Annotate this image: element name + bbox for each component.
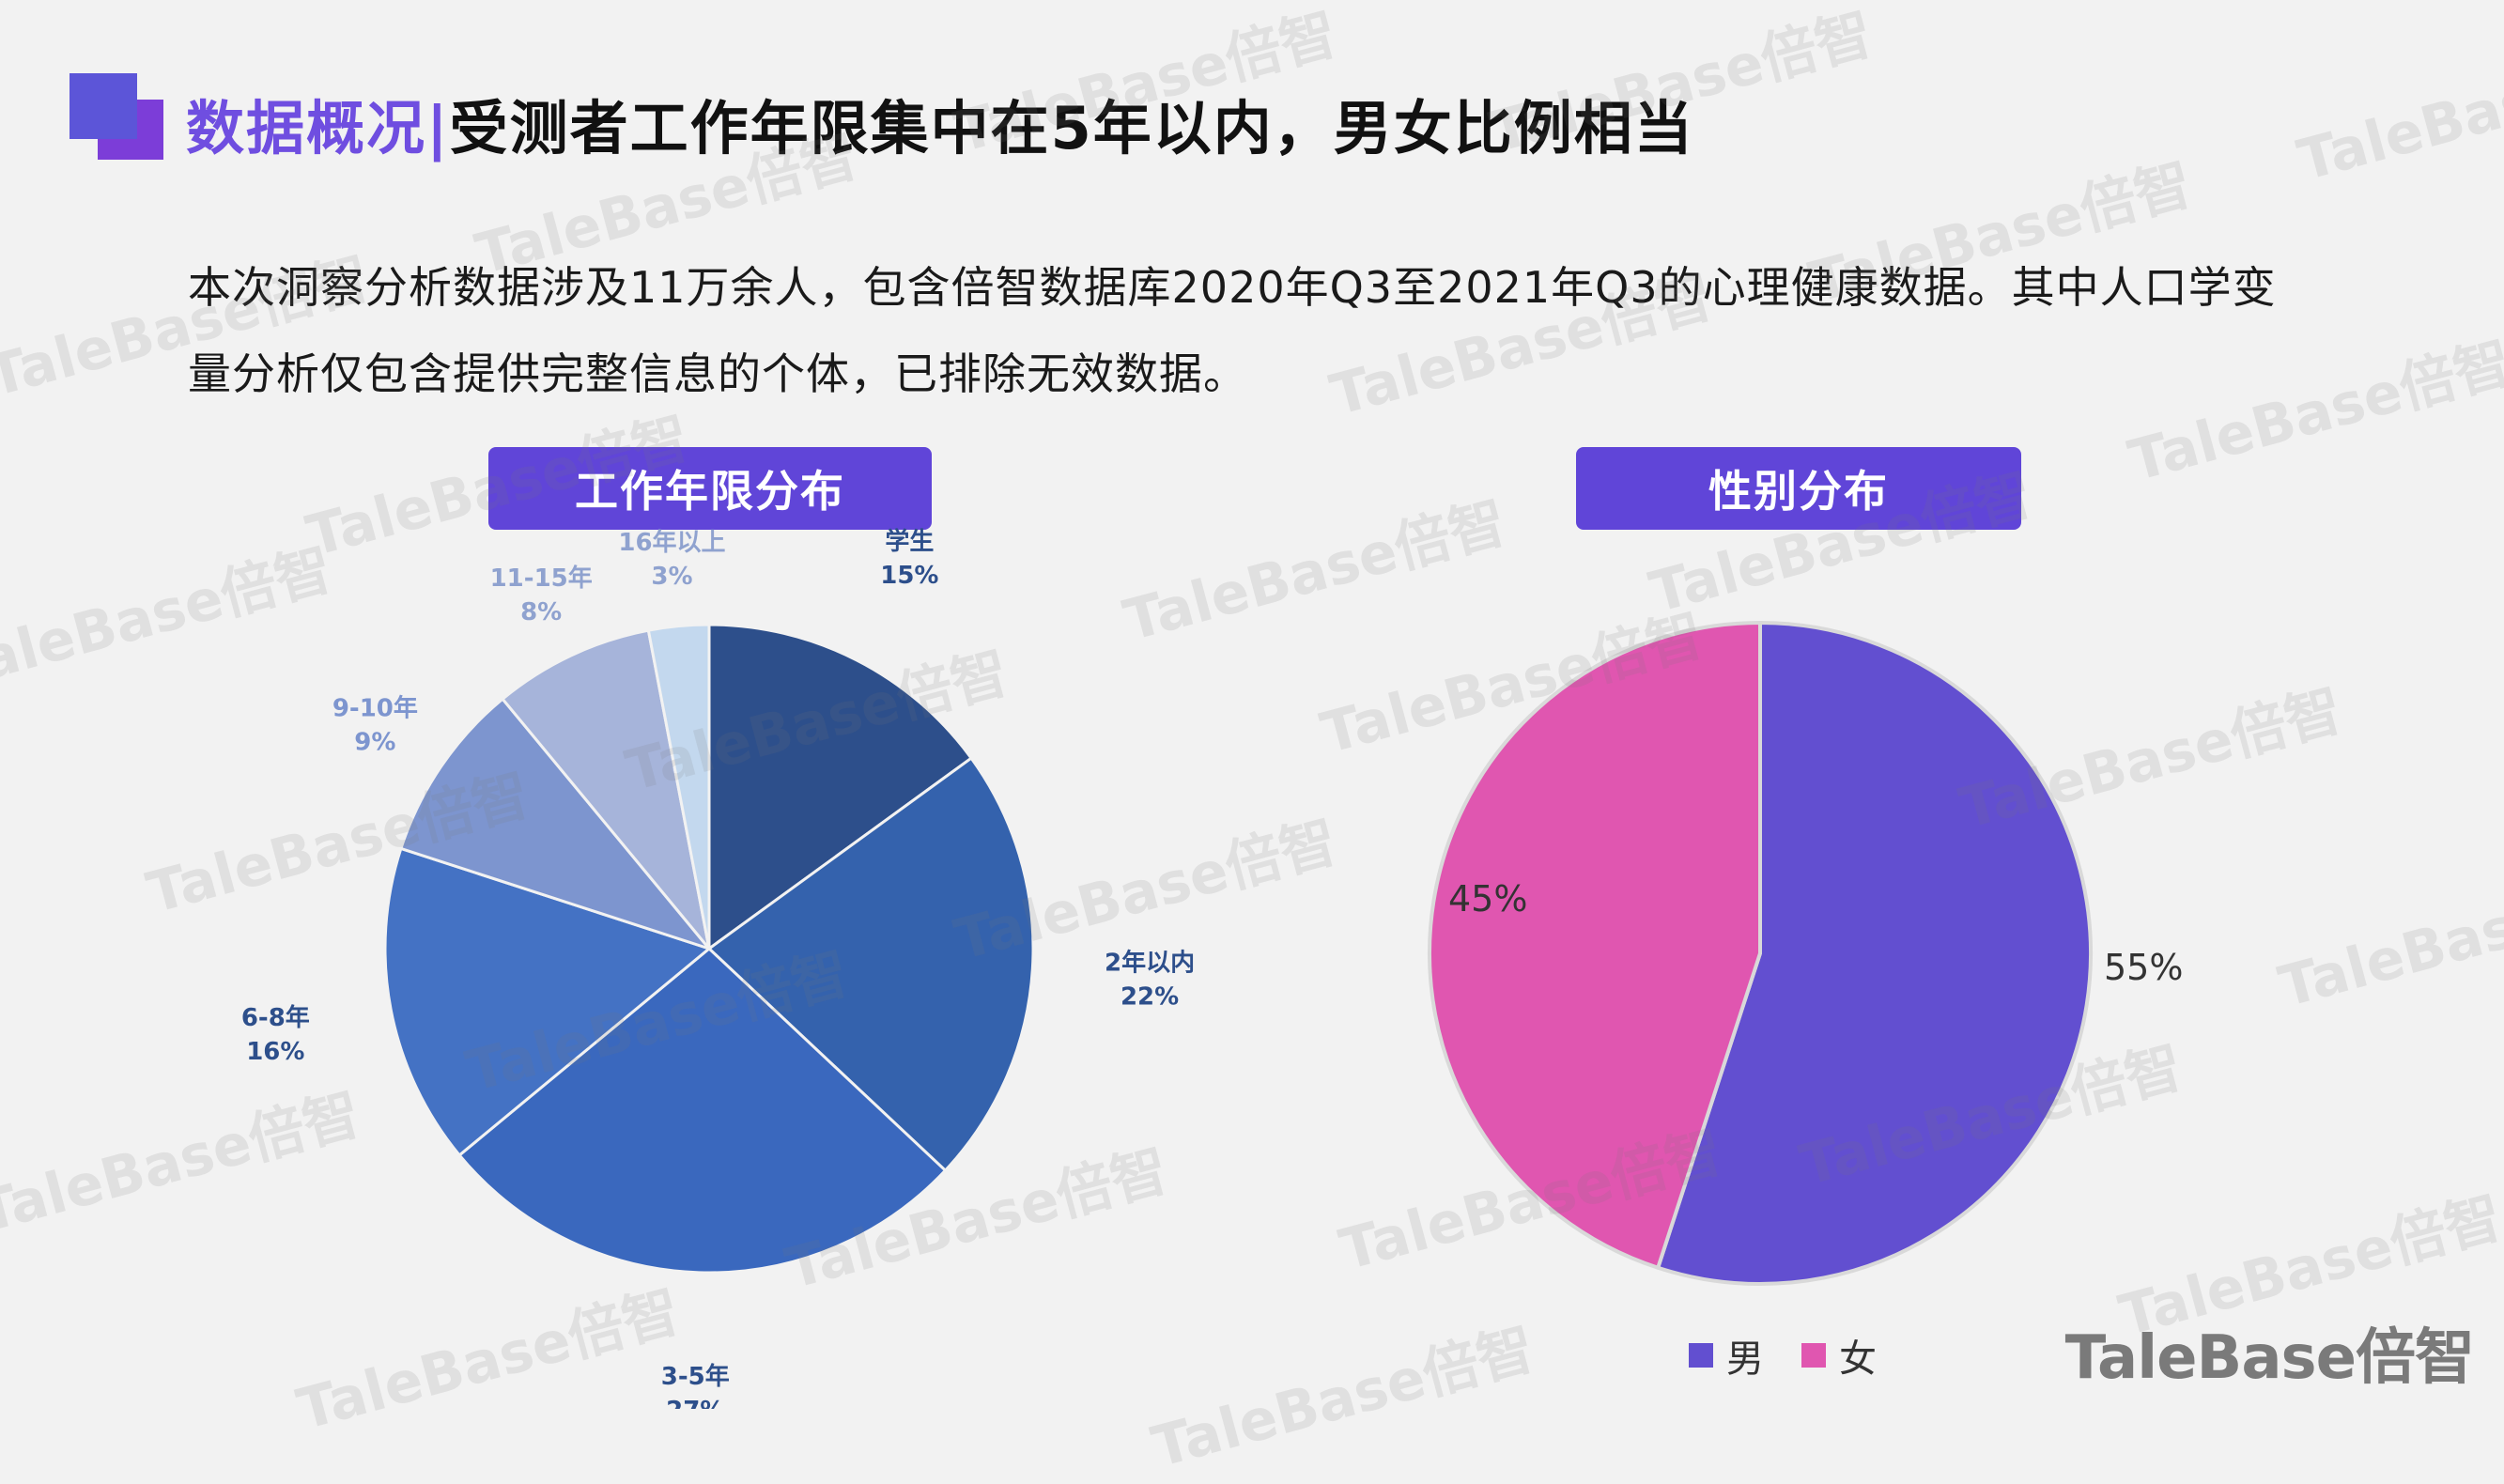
tenure-value-label-4: 9%: [354, 728, 395, 756]
tenure-category-label-6: 16年以上: [618, 528, 725, 557]
tenure-slice-6: [646, 623, 711, 950]
gender-chart-title: 性别分布: [1576, 447, 2021, 530]
legend-swatch-female: [1801, 1343, 1826, 1368]
tenure-slice-4: [398, 697, 714, 952]
gender-slice-1: [1428, 620, 1762, 1271]
tenure-value-label-5: 8%: [520, 598, 562, 626]
legend-item-male: 男: [1689, 1328, 1764, 1383]
legend-label-female: 女: [1839, 1337, 1877, 1381]
intro-line-2: 量分析仅包含提供完整信息的个体，已排除无效数据。: [188, 348, 1247, 399]
page-title-accent: 数据概况|: [186, 94, 450, 162]
tenure-category-label-2: 3-5年: [661, 1362, 730, 1391]
tenure-category-label-4: 9-10年: [332, 693, 418, 722]
tenure-slice-3: [383, 846, 713, 1158]
page-title-main: 受测者工作年限集中在5年以内，男女比例相当: [449, 94, 1694, 162]
legend-label-male: 男: [1726, 1337, 1764, 1381]
tenure-slice-1: [706, 756, 1035, 1173]
intro-line-1: 本次洞察分析数据涉及11万余人，包含倍智数据库2020年Q3至2021年Q3的心…: [188, 262, 2277, 313]
header-decoration: [70, 73, 163, 160]
legend-swatch-male: [1689, 1343, 1713, 1368]
tenure-value-label-2: 27%: [666, 1397, 724, 1409]
intro-text: 本次洞察分析数据涉及11万余人，包含倍智数据库2020年Q3至2021年Q3的心…: [188, 244, 2376, 417]
page-title: 数据概况|受测者工作年限集中在5年以内，男女比例相当: [186, 81, 1694, 165]
charts-canvas: 学生 15% 2年以内 22% 3-5年 27% 6-8年 16% 9-10年 9% 11-15年 8…: [241, 527, 2184, 1409]
header-decoration-front-square: [70, 73, 137, 139]
tenure-value-label-0: 15%: [880, 562, 938, 590]
tenure-category-label-0: 学生: [885, 527, 934, 556]
gender-slice-0: [1655, 620, 2093, 1286]
gender-value-label-0: 55%: [2104, 947, 2183, 988]
tenure-value-label-1: 22%: [1121, 983, 1179, 1012]
brand-logo: TaleBase倍智: [2064, 1323, 2475, 1393]
tenure-category-label-1: 2年以内: [1105, 949, 1195, 978]
tenure-value-label-3: 16%: [246, 1038, 304, 1066]
tenure-slice-5: [500, 628, 711, 950]
tenure-category-label-3: 6-8年: [241, 1003, 310, 1032]
gender-legend: 男 女: [1689, 1328, 1901, 1383]
tenure-slice-0: [707, 623, 974, 951]
tenure-chart-title: 工作年限分布: [488, 447, 932, 530]
gender-value-label-1: 45%: [1448, 878, 1527, 920]
tenure-slice-2: [457, 947, 948, 1275]
legend-item-female: 女: [1801, 1328, 1877, 1383]
tenure-value-label-6: 3%: [651, 563, 692, 591]
tenure-category-label-5: 11-15年: [490, 564, 593, 593]
